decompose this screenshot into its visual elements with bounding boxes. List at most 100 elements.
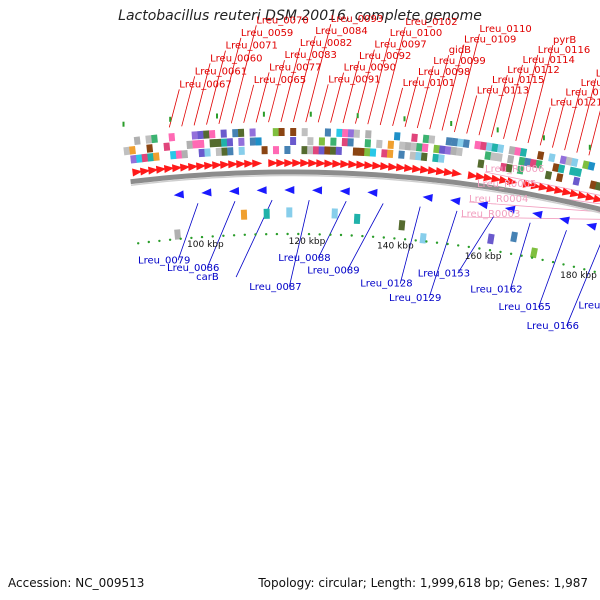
forward-cds-arrow [324,159,335,168]
feature-block [409,151,417,160]
inner-tick-dot [275,232,279,236]
feature-block [589,180,597,190]
feature-block [341,137,349,147]
forward-gene-label: gidB [449,45,471,56]
feature-block [307,137,314,146]
feature-block [518,156,526,166]
reverse-cds-arrow [256,186,267,195]
feature-block [347,138,354,147]
feature-block [290,136,297,146]
inner-tick-dot [541,258,544,262]
inner-tick-dot [530,256,534,259]
forward-gene-label: Lreu_0065 [254,75,306,86]
feature-block [484,151,492,161]
forward-leader-line [416,65,434,129]
forward-leader-line [515,54,539,141]
feature-block [381,149,388,158]
feature-block [197,139,205,149]
feature-block [307,146,314,155]
feature-block [559,155,568,165]
feature-block [238,137,245,147]
inner-tick-dot [478,247,481,250]
feature-block [145,135,153,144]
inner-feature-block [331,208,338,219]
inner-tick-dot [200,235,204,239]
feature-block [197,130,204,140]
inner-tick-dot [350,234,353,237]
feature-block [582,160,590,170]
feature-block [369,148,377,157]
reverse-gene-label: Lreu_0166 [527,321,579,332]
feature-block [508,145,516,155]
forward-cds-arrow [475,172,486,181]
kbp-ticks [122,111,596,273]
forward-leader-line [268,60,285,123]
forward-cds-arrow [196,162,207,171]
feature-block [329,146,337,155]
feature-block [387,140,395,150]
feature-block [353,129,360,138]
feature-block [506,154,515,164]
forward-cds-arrow [553,185,565,194]
forward-leader-line [330,72,344,123]
forward-leader-line [576,78,597,153]
feature-block [301,146,308,155]
kbp-label: 100 kbp [187,240,224,250]
reverse-gene-label: Lreu_0086 [167,263,219,274]
inner-feature-block [240,209,248,220]
kbp-label: 180 kbp [560,271,597,281]
reverse-cds-arrow [422,193,433,202]
feature-block [227,147,234,156]
forward-leader-line [255,72,270,123]
forward-gene-label: Lreu_0084 [315,26,367,37]
feature-block [232,128,239,138]
forward-cds-arrow [212,161,223,170]
accession-text: Accession: NC_009513 [8,576,145,590]
inner-tick-dot [467,245,470,249]
feature-block [555,173,564,183]
forward-leader-line [564,88,581,151]
forward-cds-arrow [188,162,199,171]
reverse-cds-arrow [367,188,378,197]
outer-tick-mark [169,116,172,122]
inner-tick-dot [254,233,257,236]
feature-block [237,128,245,138]
feature-block [290,127,297,137]
forward-cds-arrow [316,159,327,168]
forward-cds-arrow [204,161,215,170]
reverse-gene-label: Lreu_0087 [249,282,301,293]
forward-cds-arrow [403,163,415,172]
forward-leader-line [280,47,301,123]
rna-gene-label: Lreu_R0004 [469,194,528,205]
forward-cds-arrow [546,184,557,193]
forward-cds-arrow [364,161,375,170]
feature-block [523,157,532,167]
feature-block [565,156,573,166]
forward-leader-line [503,64,523,139]
feature-block [226,138,234,147]
feature-block [151,134,158,144]
forward-gene-label: Lreu_0115 [492,75,544,86]
feature-block [198,148,206,158]
feature-block [365,130,372,139]
feature-block [208,130,216,139]
forward-cds-arrow [148,166,159,175]
inner-feature-block [353,213,361,225]
forward-gene-label: Lreu_0100 [390,28,442,39]
forward-leader-line [454,33,480,133]
forward-cds-arrow [419,165,431,174]
feature-block [135,154,143,163]
feature-block [386,149,394,159]
forward-gene-label: Lreu_0110 [479,24,531,35]
feature-block [416,143,423,152]
forward-cds-arrow [132,168,143,177]
forward-gene-label: Lreu_0097 [374,40,426,51]
outer-tick-mark [309,111,312,117]
feature-block [249,128,256,137]
forward-cds-arrow [155,165,167,174]
kbp-label: 160 kbp [465,252,502,262]
forward-gene-label: Lreu_0116 [538,45,590,56]
feature-block [548,153,556,163]
forward-gene-label: Lreu_0114 [523,55,575,66]
